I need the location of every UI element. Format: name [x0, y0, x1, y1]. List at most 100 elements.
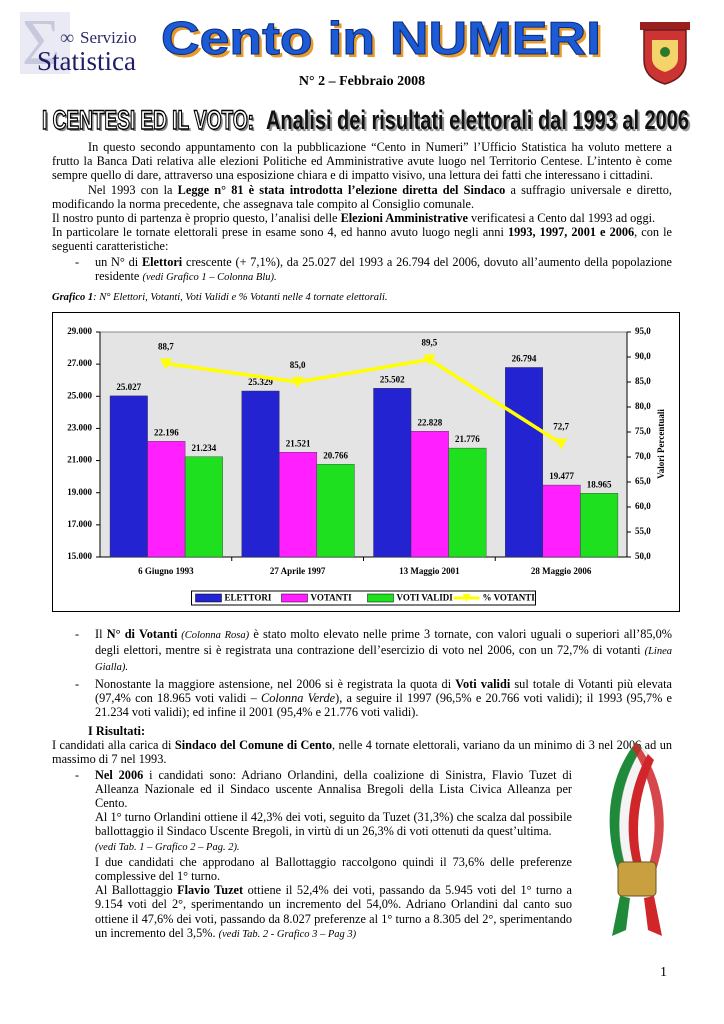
page-number: 1 — [660, 965, 667, 980]
logo-bg — [20, 12, 70, 74]
x-tick-label: 27 Aprile 1997 — [270, 566, 326, 576]
text: In particolare le tornate elettorali pre… — [52, 225, 508, 240]
bar — [109, 395, 148, 558]
paragraph: Al Ballottaggio Flavio Tuzet ottiene il … — [52, 883, 572, 942]
text: è stato molto elevato nelle prime 3 torn… — [95, 627, 672, 658]
legend-swatch — [281, 593, 308, 603]
y2-tick-label: 75,0 — [635, 426, 651, 436]
text: I due candidati che approdano al Ballott… — [95, 854, 572, 884]
text: Nonostante la maggiore astensione, nel 2… — [95, 676, 456, 691]
paragraph: I due candidati che approdano al Ballott… — [52, 855, 572, 883]
y-tick-label: 29.000 — [67, 326, 92, 336]
y-tick-label: 15.000 — [67, 551, 92, 561]
legend-label: VOTI VALIDI — [397, 593, 454, 603]
dash: - — [75, 676, 80, 691]
logo-infinity: ∞ — [60, 27, 74, 49]
value-label: 20.766 — [323, 450, 348, 460]
headline-part2: Analisi dei risultati elettorali dal 199… — [266, 105, 689, 135]
legend-marker — [462, 594, 471, 602]
text: ottiene il 52,4% dei voti, passando da 5… — [95, 883, 572, 940]
text: sul totale di Votanti più elevata (97,4%… — [95, 676, 673, 705]
results-detail: - Nel 2006 i candidati sono: Adriano Orla… — [52, 768, 572, 942]
value-label: 89,5 — [422, 338, 438, 348]
text: Il nostro punto di partenza è proprio qu… — [52, 211, 341, 226]
text-italic: (Linea Gialla). — [95, 646, 672, 674]
text: , nelle 4 tornate elettorali, variano da… — [52, 738, 672, 767]
y2-axis-title: Valori Percentuali — [656, 409, 666, 479]
text: ), a seguire il 1997 (96,5% e 20.766 vot… — [95, 690, 672, 720]
text: Al 1° turno Orlandini ottiene il 42,3% d… — [95, 810, 572, 839]
bullet: - Il N° di Votanti (Colonna Rosa) è stato… — [52, 627, 672, 676]
line-marker — [291, 377, 304, 388]
text-italic: (vedi Tab. 1 – Grafico 2 – Pag. 2). — [95, 841, 240, 853]
line — [165, 357, 563, 445]
logo-sigma: Σ — [22, 6, 60, 79]
paragraph: In questo secondo appuntamento con la pu… — [52, 140, 672, 183]
text: , con le seguenti caratteristiche: — [52, 225, 672, 254]
text: un N° di — [95, 254, 142, 269]
sash — [609, 742, 664, 936]
y2-tick-label: 85,0 — [635, 376, 651, 386]
text-bold: Nel 2006 — [95, 767, 144, 782]
paragraph: Nel 1993 con la Legge n° 81 è stata intr… — [52, 183, 672, 211]
logo-line1: Servizio — [80, 28, 137, 47]
line-marker — [423, 354, 436, 366]
text-italic: (vedi Tab. 2 - Grafico 3 – Pag 3) — [218, 928, 357, 940]
headline-shadow: Analisi dei risultati elettorali dal 199… — [268, 107, 691, 137]
text: Al Ballottaggio — [95, 883, 178, 898]
text: Nel 1993 con la — [88, 182, 178, 197]
value-label: 85,0 — [290, 360, 306, 370]
y-tick-label: 17.000 — [67, 519, 92, 529]
text: In questo secondo appuntamento con la pu… — [52, 140, 672, 183]
bullet: - Nonostante la maggiore astensione, nel … — [52, 677, 672, 720]
text: Il — [95, 627, 107, 641]
legend-frame — [191, 590, 536, 606]
text-bold: Flavio Tuzet — [177, 883, 244, 898]
value-label: 21.521 — [286, 438, 311, 448]
text-bold: Sindaco del Comune di Cento — [174, 738, 332, 753]
text: I candidati alla carica di — [52, 738, 175, 753]
text-bold: 1993, 1997, 2001 e 2006 — [507, 225, 635, 240]
y2-tick-label: 90,0 — [635, 351, 651, 361]
value-label: 25.329 — [248, 377, 273, 387]
bar — [448, 447, 487, 558]
title-shadow: Cento in NUMERI — [164, 15, 604, 67]
x-tick-label: 6 Giugno 1993 — [138, 566, 194, 576]
line-marker — [555, 438, 568, 450]
value-label: 88,7 — [158, 342, 174, 352]
dash: - — [75, 254, 80, 269]
legend-swatch — [195, 593, 222, 603]
value-label: 18.965 — [587, 479, 612, 489]
y2-tick-label: 60,0 — [635, 501, 651, 511]
bar — [373, 388, 412, 558]
text-bold: Voti validi — [455, 676, 511, 691]
coat-of-arms — [640, 22, 690, 85]
title: Cento in NUMERI — [161, 12, 601, 64]
dash: - — [75, 767, 80, 782]
text-bold: N° di Votanti — [106, 627, 178, 641]
paragraph: I candidati alla carica di Sindaco del C… — [52, 738, 672, 766]
paragraph: In particolare le tornate elettorali pre… — [52, 225, 672, 253]
results: I Risultati: I candidati alla carica di … — [52, 724, 672, 942]
bar — [316, 464, 355, 558]
value-label: 72,7 — [553, 422, 569, 432]
text-bold: Elezioni Amministrative — [340, 211, 468, 226]
caption-label: Grafico 1 — [52, 292, 94, 303]
legend-swatch — [367, 593, 394, 603]
legend-label: ELETTORI — [225, 593, 272, 603]
legend-label: VOTANTI — [311, 593, 353, 603]
y-tick-label: 23.000 — [67, 422, 92, 432]
caption: Grafico 1: N° Elettori, Votanti, Voti Va… — [52, 291, 388, 305]
bar — [241, 390, 280, 558]
text-italic: (Colonna Rosa) — [177, 630, 250, 641]
value-label: 25.027 — [116, 382, 141, 392]
bar — [184, 456, 223, 558]
text: verificatesi a Cento dal 1993 ad oggi. — [467, 211, 656, 226]
x-tick-label: 28 Maggio 2006 — [531, 566, 592, 576]
value-label: 25.502 — [380, 374, 405, 384]
value-label: 26.794 — [512, 354, 537, 364]
header: Σ ∞ Servizio Statistica Cento in NUMERI … — [20, 6, 691, 137]
bar — [410, 430, 449, 558]
line-marker — [159, 358, 172, 370]
